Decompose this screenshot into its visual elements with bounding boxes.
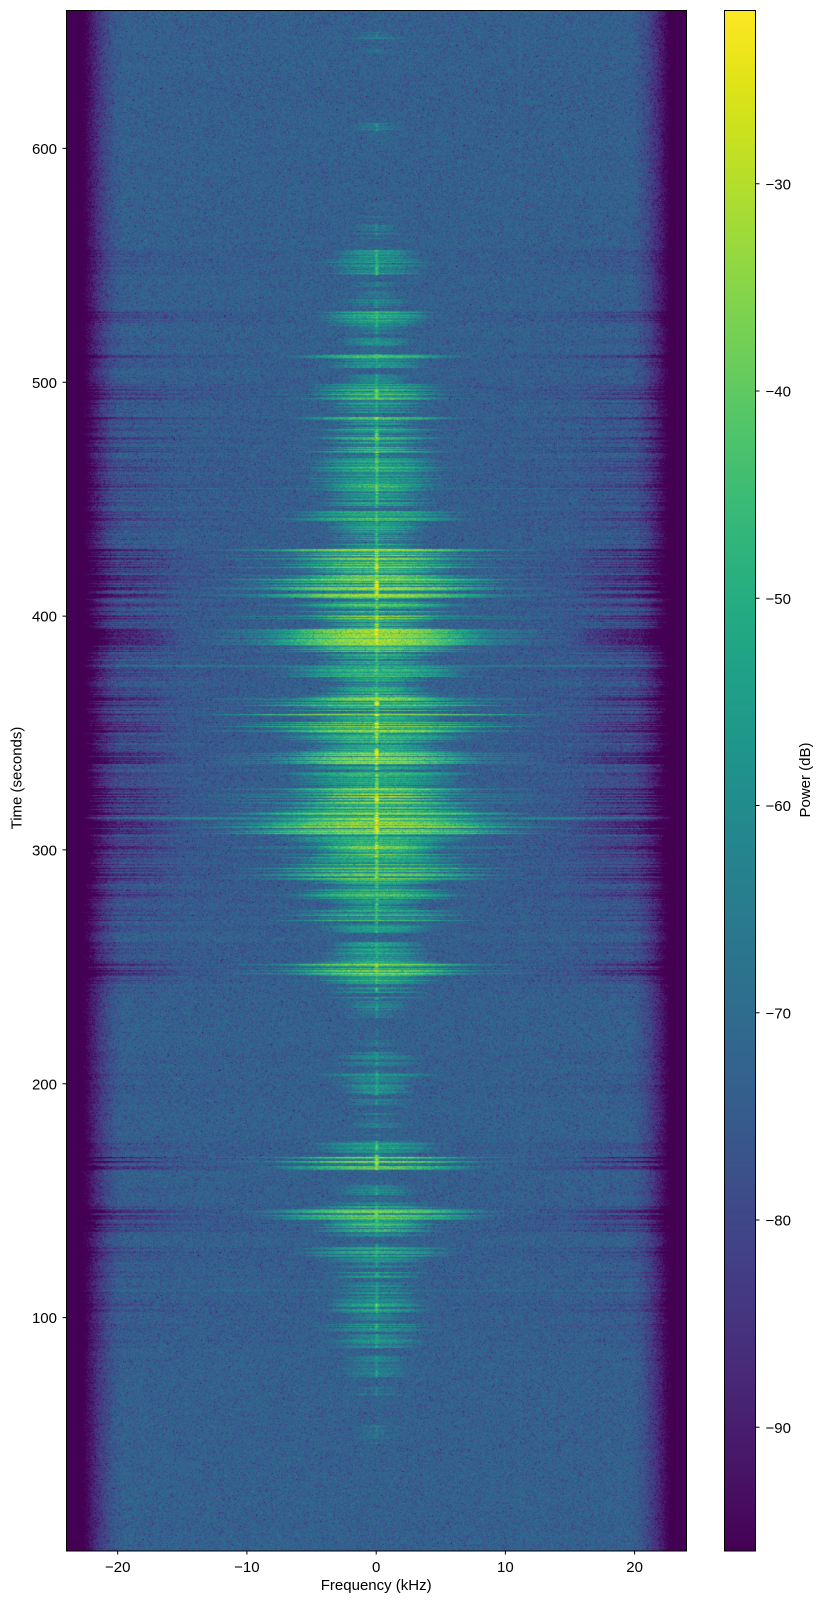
svg-text:200: 200 <box>32 1076 57 1093</box>
svg-text:−50: −50 <box>766 591 791 608</box>
svg-text:20: 20 <box>626 1559 643 1576</box>
svg-text:−10: −10 <box>234 1559 259 1576</box>
svg-text:−40: −40 <box>766 384 791 401</box>
svg-text:Frequency (kHz): Frequency (kHz) <box>321 1577 432 1594</box>
svg-text:Time (seconds): Time (seconds) <box>9 727 26 830</box>
svg-text:−90: −90 <box>766 1420 791 1437</box>
svg-text:300: 300 <box>32 843 57 860</box>
svg-text:−80: −80 <box>766 1213 791 1230</box>
svg-text:500: 500 <box>32 375 57 392</box>
svg-text:0: 0 <box>372 1559 380 1576</box>
svg-text:10: 10 <box>497 1559 514 1576</box>
svg-text:100: 100 <box>32 1310 57 1327</box>
svg-text:−20: −20 <box>105 1559 130 1576</box>
svg-text:Power (dB): Power (dB) <box>797 742 814 817</box>
svg-text:600: 600 <box>32 141 57 158</box>
svg-text:−70: −70 <box>766 1006 791 1023</box>
svg-text:−30: −30 <box>766 176 791 193</box>
svg-text:−60: −60 <box>766 798 791 815</box>
svg-text:400: 400 <box>32 609 57 626</box>
